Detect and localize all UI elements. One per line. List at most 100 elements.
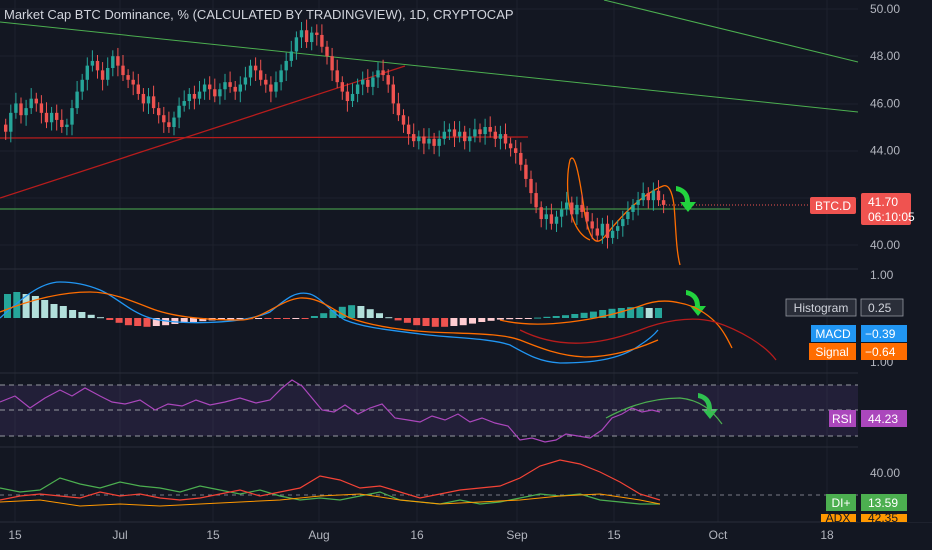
histogram-bar[interactable] — [589, 311, 597, 318]
candle[interactable] — [442, 121, 446, 145]
histogram-bar[interactable] — [543, 316, 551, 318]
candle[interactable] — [478, 123, 482, 143]
histogram-bar[interactable] — [469, 318, 476, 324]
histogram-bar[interactable] — [124, 318, 132, 326]
candle[interactable] — [554, 210, 559, 233]
candle[interactable] — [340, 76, 344, 100]
candle[interactable] — [146, 88, 151, 115]
candle[interactable] — [284, 52, 288, 81]
projection-curve-rsi[interactable] — [605, 397, 723, 425]
candle[interactable] — [294, 31, 299, 60]
candle[interactable] — [197, 80, 202, 105]
signal-line[interactable] — [0, 291, 659, 358]
candle[interactable] — [529, 170, 533, 204]
candle[interactable] — [422, 128, 426, 155]
candle[interactable] — [213, 78, 217, 103]
candle[interactable] — [157, 102, 161, 124]
candle[interactable] — [228, 71, 232, 93]
candle[interactable] — [641, 182, 645, 207]
candle[interactable] — [350, 83, 355, 107]
candle[interactable] — [269, 76, 273, 103]
histogram-bar[interactable] — [190, 318, 197, 322]
histogram-bar[interactable] — [552, 316, 560, 318]
candle[interactable] — [335, 59, 339, 89]
candle[interactable] — [376, 62, 380, 89]
histogram-bar[interactable] — [422, 318, 430, 326]
histogram-bar[interactable] — [69, 310, 77, 318]
candle[interactable] — [100, 62, 105, 91]
histogram-bar[interactable] — [366, 309, 374, 318]
candle[interactable] — [167, 111, 171, 133]
histogram-bar[interactable] — [50, 304, 58, 318]
candle[interactable] — [85, 57, 89, 91]
histogram-bar[interactable] — [13, 292, 21, 318]
candle[interactable] — [656, 180, 661, 207]
candle[interactable] — [473, 118, 477, 143]
candle[interactable] — [238, 76, 242, 103]
red-horizontal-line[interactable] — [0, 136, 529, 139]
arrow-down-icon[interactable] — [676, 186, 696, 212]
pane-separators[interactable] — [0, 268, 932, 523]
candle[interactable] — [182, 90, 186, 112]
histogram-bar[interactable] — [283, 318, 290, 319]
histogram-bar[interactable] — [562, 315, 569, 318]
candle[interactable] — [575, 196, 579, 225]
candle[interactable] — [80, 73, 84, 100]
arrow-down-icon[interactable] — [686, 290, 706, 316]
price-axis-area[interactable] — [858, 0, 932, 522]
candle[interactable] — [202, 78, 207, 100]
candle[interactable] — [223, 73, 227, 100]
candle[interactable] — [355, 78, 360, 103]
histogram-bar[interactable] — [31, 296, 39, 318]
green-trendline-upper[interactable] — [0, 21, 859, 113]
histogram-bar[interactable] — [431, 318, 439, 327]
histogram-bar[interactable] — [97, 317, 104, 319]
histogram-bar[interactable] — [608, 308, 616, 318]
histogram-bar[interactable] — [78, 312, 86, 318]
candle[interactable] — [661, 194, 666, 214]
di-plus-line[interactable] — [0, 477, 660, 505]
candle[interactable] — [4, 118, 8, 140]
candle[interactable] — [447, 123, 452, 140]
macd-histogram[interactable] — [4, 292, 662, 327]
histogram-bar[interactable] — [22, 294, 30, 318]
candle[interactable] — [304, 19, 309, 48]
candle[interactable] — [396, 92, 401, 122]
candle[interactable] — [534, 182, 538, 214]
candle[interactable] — [580, 194, 584, 218]
candle[interactable] — [116, 47, 120, 77]
histogram-bar[interactable] — [329, 310, 337, 318]
candle[interactable] — [437, 130, 441, 157]
candle[interactable] — [162, 106, 166, 133]
histogram-bar[interactable] — [143, 318, 151, 327]
candle[interactable] — [508, 137, 513, 157]
histogram-bar[interactable] — [487, 318, 495, 321]
candle[interactable] — [651, 182, 656, 211]
histogram-bar[interactable] — [394, 318, 402, 321]
projection-curve-macd[interactable] — [499, 300, 733, 349]
candle[interactable] — [95, 55, 100, 79]
candle[interactable] — [345, 83, 350, 112]
candle[interactable] — [519, 142, 523, 171]
histogram-bar[interactable] — [599, 310, 607, 318]
candle[interactable] — [172, 111, 176, 136]
histogram-bar[interactable] — [320, 313, 328, 318]
candle[interactable] — [636, 191, 640, 216]
candle[interactable] — [29, 88, 33, 115]
candle[interactable] — [70, 99, 74, 136]
histogram-bar[interactable] — [413, 318, 421, 326]
candle[interactable] — [106, 57, 110, 86]
histogram-bar[interactable] — [376, 313, 383, 318]
candle[interactable] — [631, 198, 635, 221]
candle[interactable] — [136, 73, 140, 100]
candle[interactable] — [299, 21, 304, 48]
histogram-bar[interactable] — [627, 307, 635, 318]
candle[interactable] — [90, 50, 95, 72]
candle[interactable] — [151, 85, 156, 115]
histogram-bar[interactable] — [348, 305, 356, 318]
candle[interactable] — [427, 128, 431, 150]
di-minus-line[interactable] — [0, 459, 661, 501]
candle[interactable] — [498, 125, 503, 150]
histogram-bar[interactable] — [478, 318, 486, 322]
candle[interactable] — [330, 47, 334, 81]
